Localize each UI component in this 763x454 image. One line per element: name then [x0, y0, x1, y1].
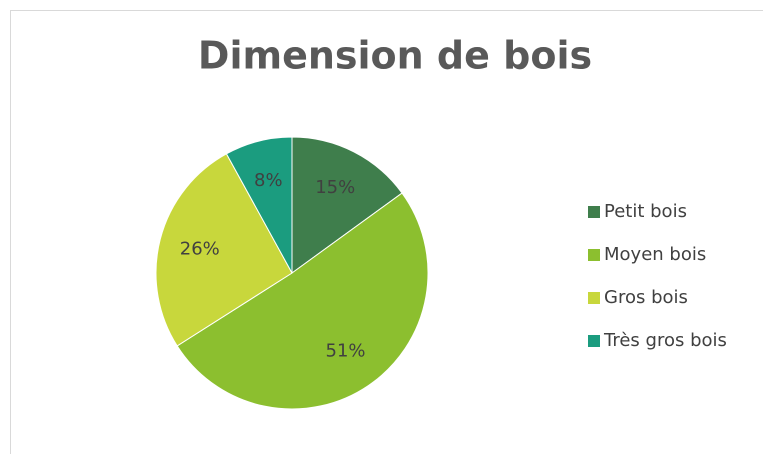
- legend-swatch: [588, 249, 600, 261]
- slice-label: 51%: [326, 341, 366, 362]
- slice-label: 26%: [180, 238, 220, 259]
- legend-label: Petit bois: [604, 201, 687, 222]
- pie-slice: [155, 153, 293, 347]
- legend-label: Très gros bois: [603, 330, 727, 351]
- pie-slice: [176, 192, 429, 410]
- slice-label: 15%: [315, 177, 355, 198]
- chart-title: Dimension de bois: [198, 34, 592, 78]
- slice-label: 8%: [254, 170, 283, 191]
- pie-slice: [225, 136, 293, 274]
- legend-swatch: [588, 206, 600, 218]
- legend-swatch: [588, 292, 600, 304]
- legend-swatch: [588, 335, 600, 347]
- pie-slice: [291, 136, 403, 274]
- legend-label: Moyen bois: [604, 244, 706, 265]
- legend-label: Gros bois: [604, 287, 688, 308]
